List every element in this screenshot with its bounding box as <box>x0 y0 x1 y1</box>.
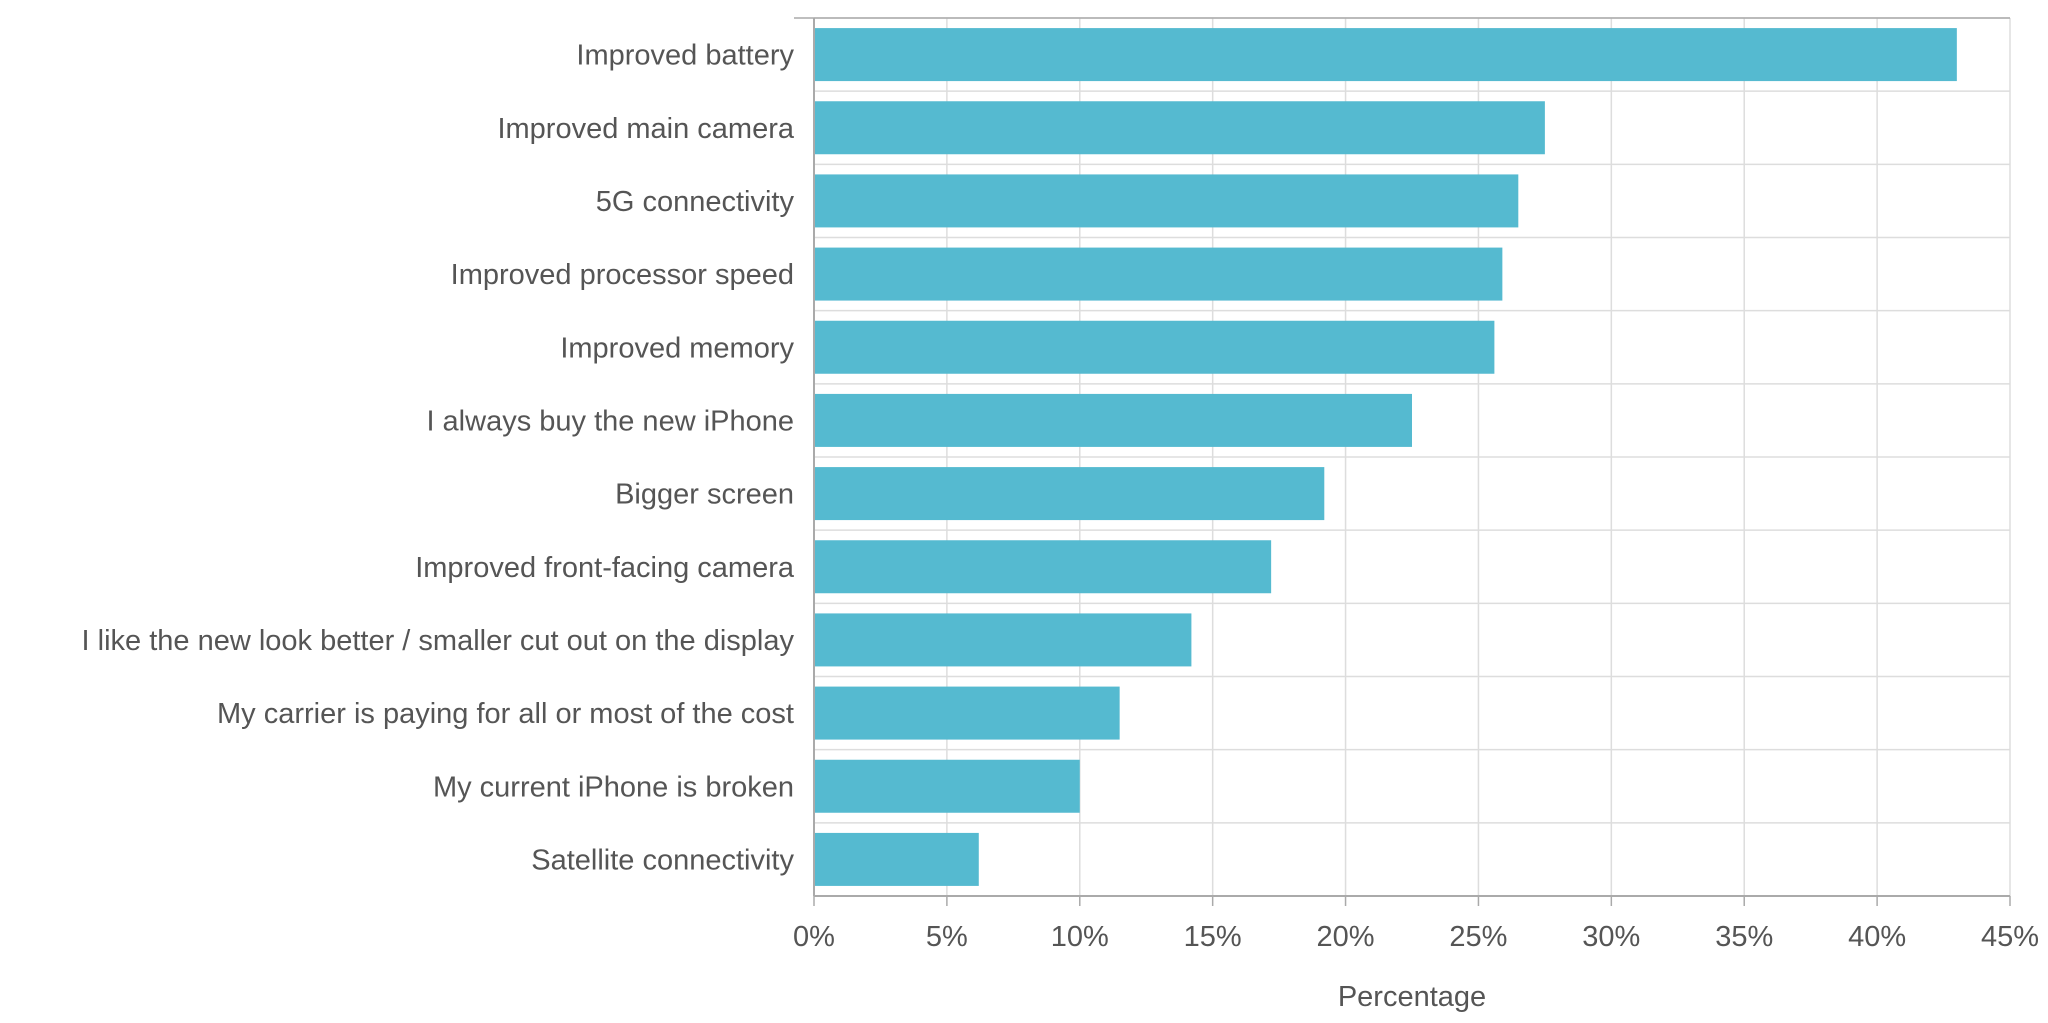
bar <box>814 28 1957 82</box>
bar <box>814 320 1495 374</box>
bar <box>814 540 1272 594</box>
category-label: I always buy the new iPhone <box>426 405 794 437</box>
x-tick-label: 0% <box>793 921 835 953</box>
category-label: Satellite connectivity <box>531 844 794 876</box>
x-tick-label: 45% <box>1981 921 2039 953</box>
bar <box>814 174 1519 228</box>
x-tick-label: 30% <box>1582 921 1640 953</box>
x-tick-label: 20% <box>1317 921 1375 953</box>
bar <box>814 101 1545 155</box>
x-tick-label: 5% <box>926 921 968 953</box>
category-label: Improved battery <box>576 40 794 72</box>
bar <box>814 467 1325 521</box>
category-label: Bigger screen <box>615 479 794 511</box>
axes <box>794 17 2011 906</box>
x-tick-label: 15% <box>1184 921 1242 953</box>
bar <box>814 686 1120 740</box>
bars <box>814 28 1957 886</box>
category-label: Improved front-facing camera <box>415 552 795 584</box>
x-tick-labels: 0% 5% 10% 15% 20% 25% 30% 35% 40% 45% <box>793 921 2039 953</box>
category-label: 5G connectivity <box>596 186 795 218</box>
bar <box>814 832 979 886</box>
grid-lines <box>814 17 2011 896</box>
bar <box>814 247 1503 301</box>
category-labels: Improved battery Improved main camera 5G c… <box>82 40 795 877</box>
bar <box>814 613 1192 667</box>
bar <box>814 759 1080 813</box>
x-tick-label: 40% <box>1848 921 1906 953</box>
category-label: Improved main camera <box>497 113 794 145</box>
category-label: I like the new look better / smaller cut… <box>82 625 795 657</box>
category-label: My current iPhone is broken <box>433 771 794 803</box>
x-tick-label: 10% <box>1051 921 1109 953</box>
category-label: Improved processor speed <box>451 259 794 291</box>
x-tick-label: 35% <box>1715 921 1773 953</box>
category-label: Improved memory <box>560 332 794 364</box>
x-tick-label: 25% <box>1449 921 1507 953</box>
bar <box>814 393 1412 447</box>
x-axis-title: Percentage <box>1338 981 1486 1013</box>
category-label: My carrier is paying for all or most of … <box>217 698 794 730</box>
